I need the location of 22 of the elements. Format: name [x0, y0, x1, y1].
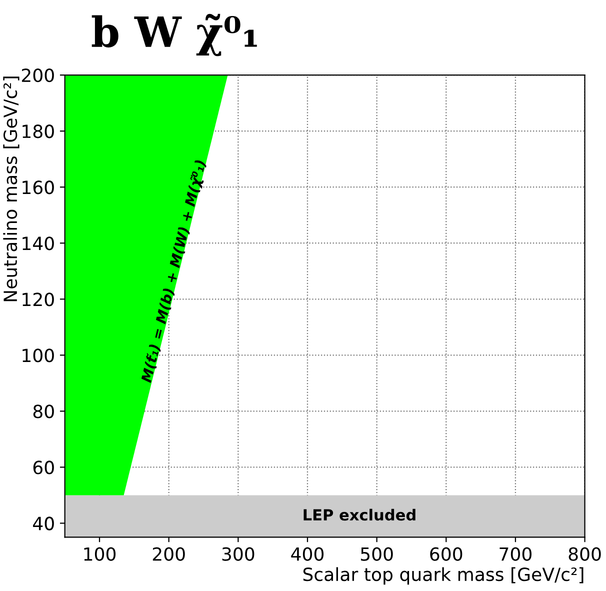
x-tick-label: 600	[430, 547, 462, 561]
y-tick-label: 100	[22, 348, 54, 362]
x-tick-label: 800	[568, 547, 601, 561]
x-tick-label: 400	[291, 547, 324, 561]
annotation: M(t̃₁) = M(b) + M(W) + M(χ̃⁰₁)	[140, 160, 208, 384]
y-tick-label: 60	[33, 460, 54, 474]
y-tick-label: 80	[33, 404, 54, 418]
y-tick-label: 120	[22, 292, 54, 306]
y-tick-label: 180	[22, 124, 54, 138]
y-tick-label: 140	[22, 236, 54, 250]
y-tick-label: 160	[22, 180, 54, 194]
x-tick-label: 200	[152, 547, 185, 561]
y-axis-title: Neutralino mass [GeV/c²]	[3, 76, 20, 302]
x-tick-label: 500	[360, 547, 393, 561]
chart-title: b W χ̃⁰₁	[92, 14, 257, 56]
x-axis-title: Scalar top quark mass [GeV/c²]	[303, 567, 584, 585]
x-tick-label: 100	[84, 547, 116, 561]
band-label: LEP excluded	[304, 508, 416, 521]
y-tick-label: 200	[22, 68, 54, 82]
y-tick-label: 40	[33, 516, 54, 530]
x-tick-label: 700	[500, 547, 532, 561]
x-tick-label: 300	[222, 547, 254, 561]
